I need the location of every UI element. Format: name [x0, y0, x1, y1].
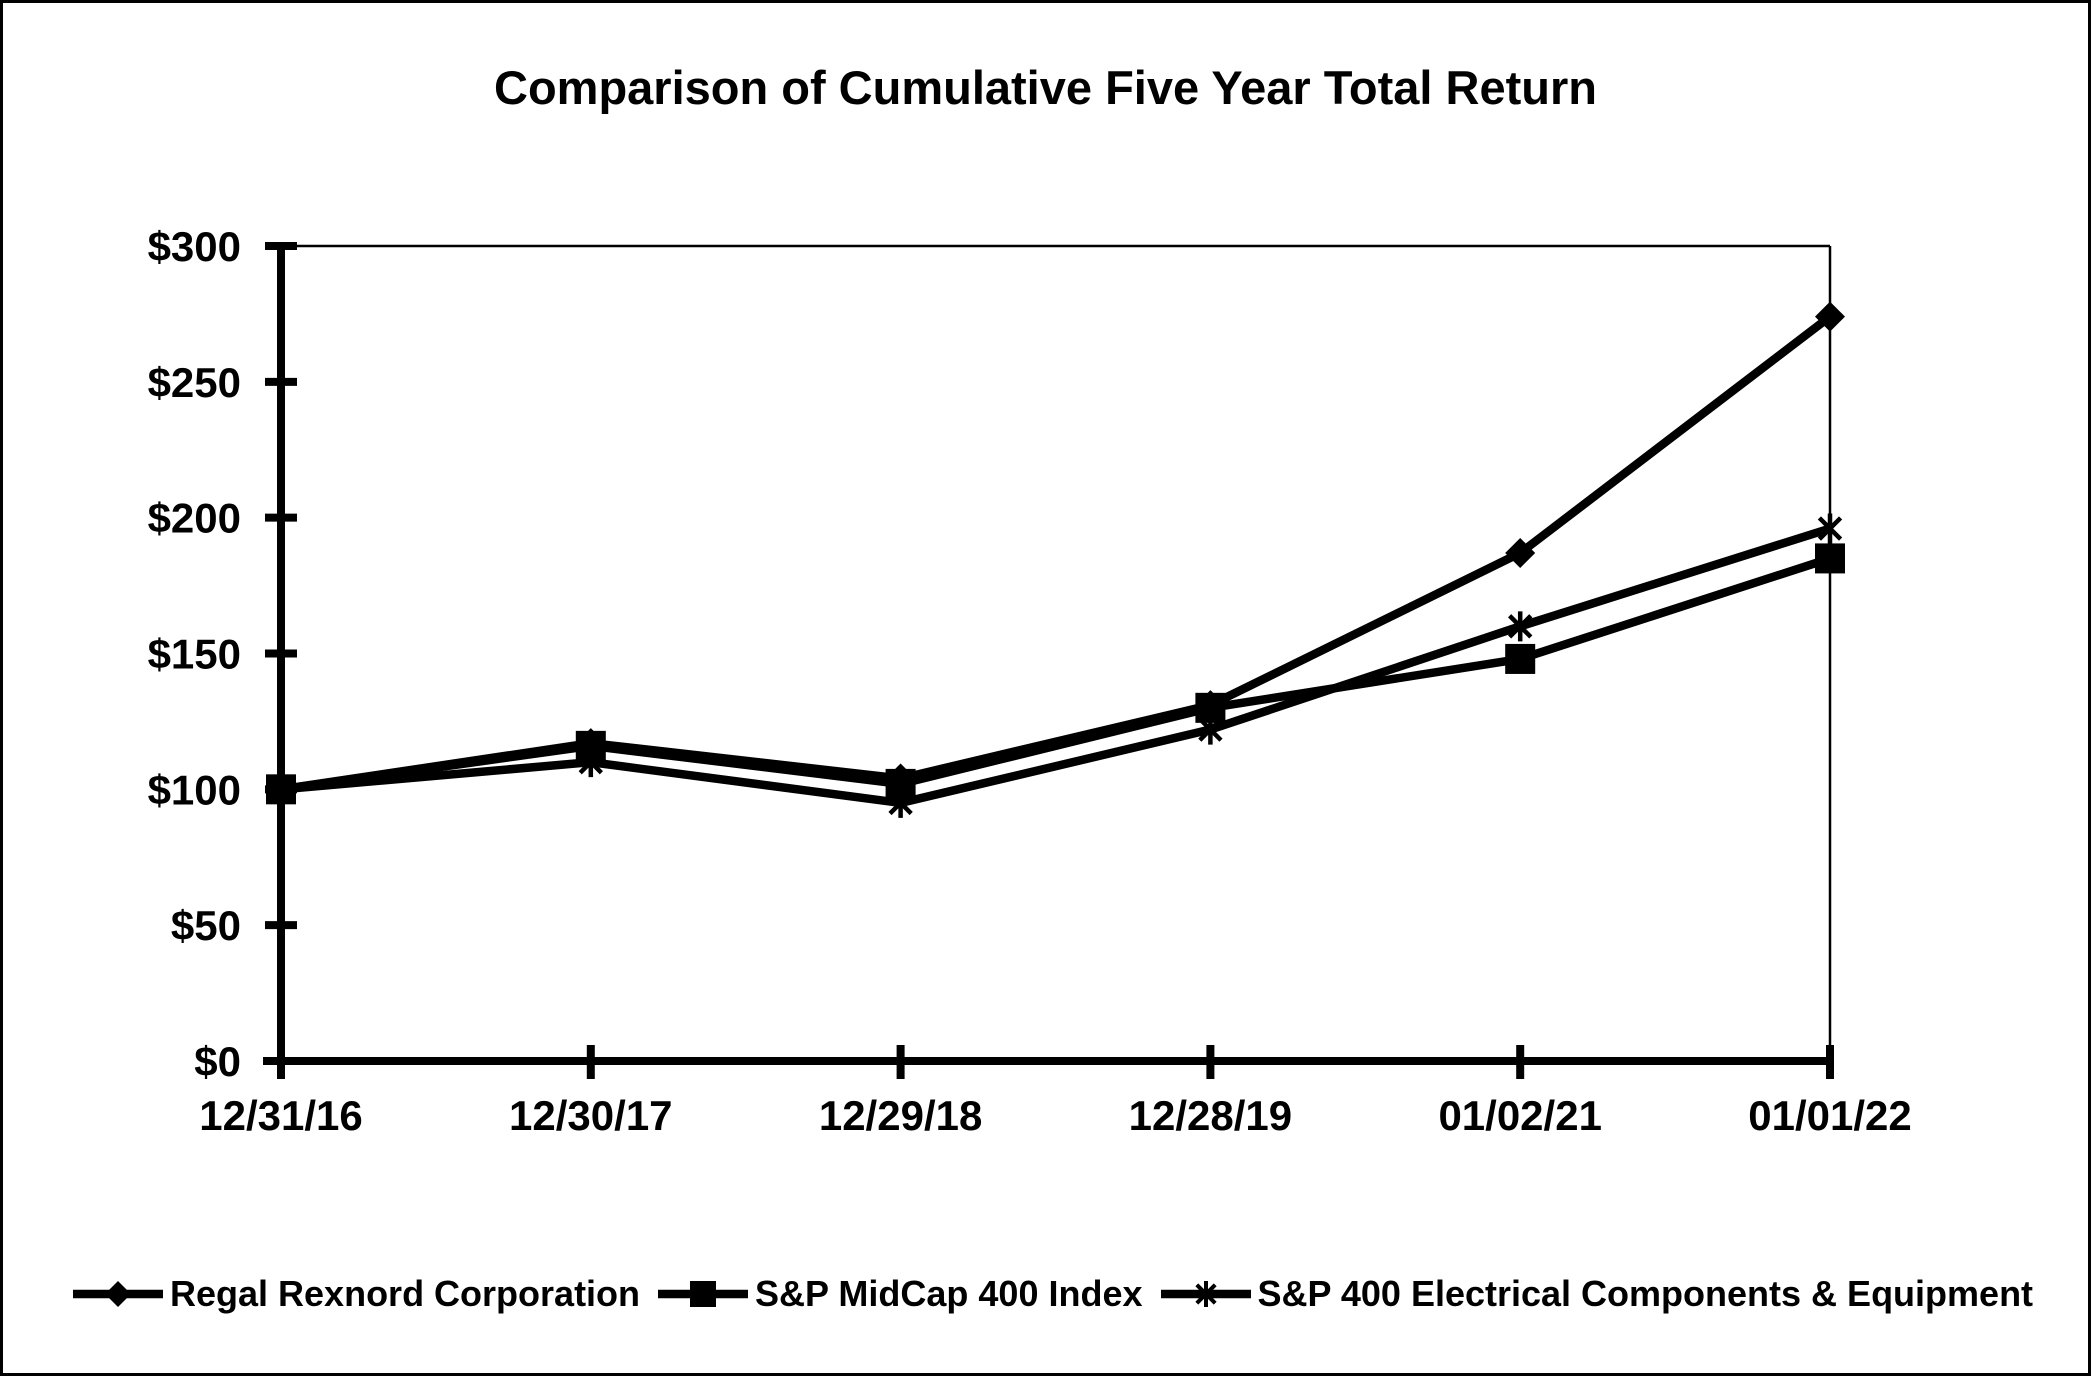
legend-square-glyph-icon — [690, 1281, 717, 1307]
legend-asterisk-glyph-icon — [1194, 1281, 1217, 1307]
legend-item-sp-midcap-400: S&P MidCap 400 Index — [658, 1268, 1143, 1320]
legend-square-marker-icon — [658, 1281, 749, 1307]
y-tick-label: $100 — [148, 766, 241, 813]
marker-asterisk-icon-s-p-400-electrical-components-equipment — [888, 787, 913, 818]
legend-label: Regal Rexnord Corporation — [170, 1273, 641, 1314]
marker-asterisk-icon-s-p-400-electrical-components-equipment — [578, 747, 603, 778]
x-tick-label: 01/01/22 — [1748, 1092, 1912, 1139]
marker-diamond-icon-regal-rexnord-corporation — [1815, 301, 1845, 332]
legend-item-regal-rexnord: Regal Rexnord Corporation — [73, 1268, 640, 1320]
y-tick-label: $300 — [148, 223, 241, 270]
legend-item-sp-400-electrical: S&P 400 Electrical Components & Equipmen… — [1160, 1268, 2034, 1320]
marker-asterisk-icon-s-p-400-electrical-components-equipment — [1198, 714, 1223, 745]
series-line-regal-rexnord-corporation — [280, 313, 1833, 794]
y-tick-label: $150 — [148, 631, 241, 678]
x-tick-label: 12/29/18 — [819, 1092, 983, 1139]
legend-label: S&P 400 Electrical Components & Equipmen… — [1257, 1273, 2034, 1314]
chart-title: Comparison of Cumulative Five Year Total… — [494, 61, 1597, 114]
y-tick-label: $250 — [148, 359, 241, 406]
legend-label: S&P MidCap 400 Index — [755, 1273, 1143, 1314]
marker-asterisk-icon-s-p-400-electrical-components-equipment — [1508, 611, 1533, 642]
marker-asterisk-icon-s-p-400-electrical-components-equipment — [268, 774, 294, 805]
x-tick-label: 01/02/21 — [1438, 1092, 1602, 1139]
x-tick-label: 12/31/16 — [199, 1092, 363, 1139]
series-line-s-p-midcap-400-index — [280, 554, 1832, 794]
series-line-s-p-400-electrical-components-equipment — [280, 524, 1832, 808]
y-tick-label: $50 — [171, 902, 241, 949]
marker-diamond-icon-regal-rexnord-corporation — [1505, 537, 1536, 568]
plot-area: $0 $50 $100 $150 $200 $250 $300 12/31/16 12/30/1… — [148, 223, 1912, 1139]
legend: Regal Rexnord Corporation S&P MidCap 400… — [73, 1267, 2033, 1321]
x-tick-label: 12/28/19 — [1129, 1092, 1293, 1139]
marker-square-icon-s-p-midcap-400-index — [1815, 543, 1845, 574]
marker-square-icon-s-p-midcap-400-index — [1505, 643, 1536, 674]
y-tick-label: $0 — [194, 1038, 241, 1085]
marker-asterisk-icon-s-p-400-electrical-components-equipment — [1817, 513, 1843, 544]
legend-asterisk-marker-icon — [1160, 1281, 1251, 1307]
y-tick-label: $200 — [148, 495, 241, 542]
x-tick-label: 12/30/17 — [509, 1092, 673, 1139]
legend-diamond-glyph-icon — [105, 1281, 131, 1307]
legend-diamond-marker-icon — [73, 1281, 163, 1307]
